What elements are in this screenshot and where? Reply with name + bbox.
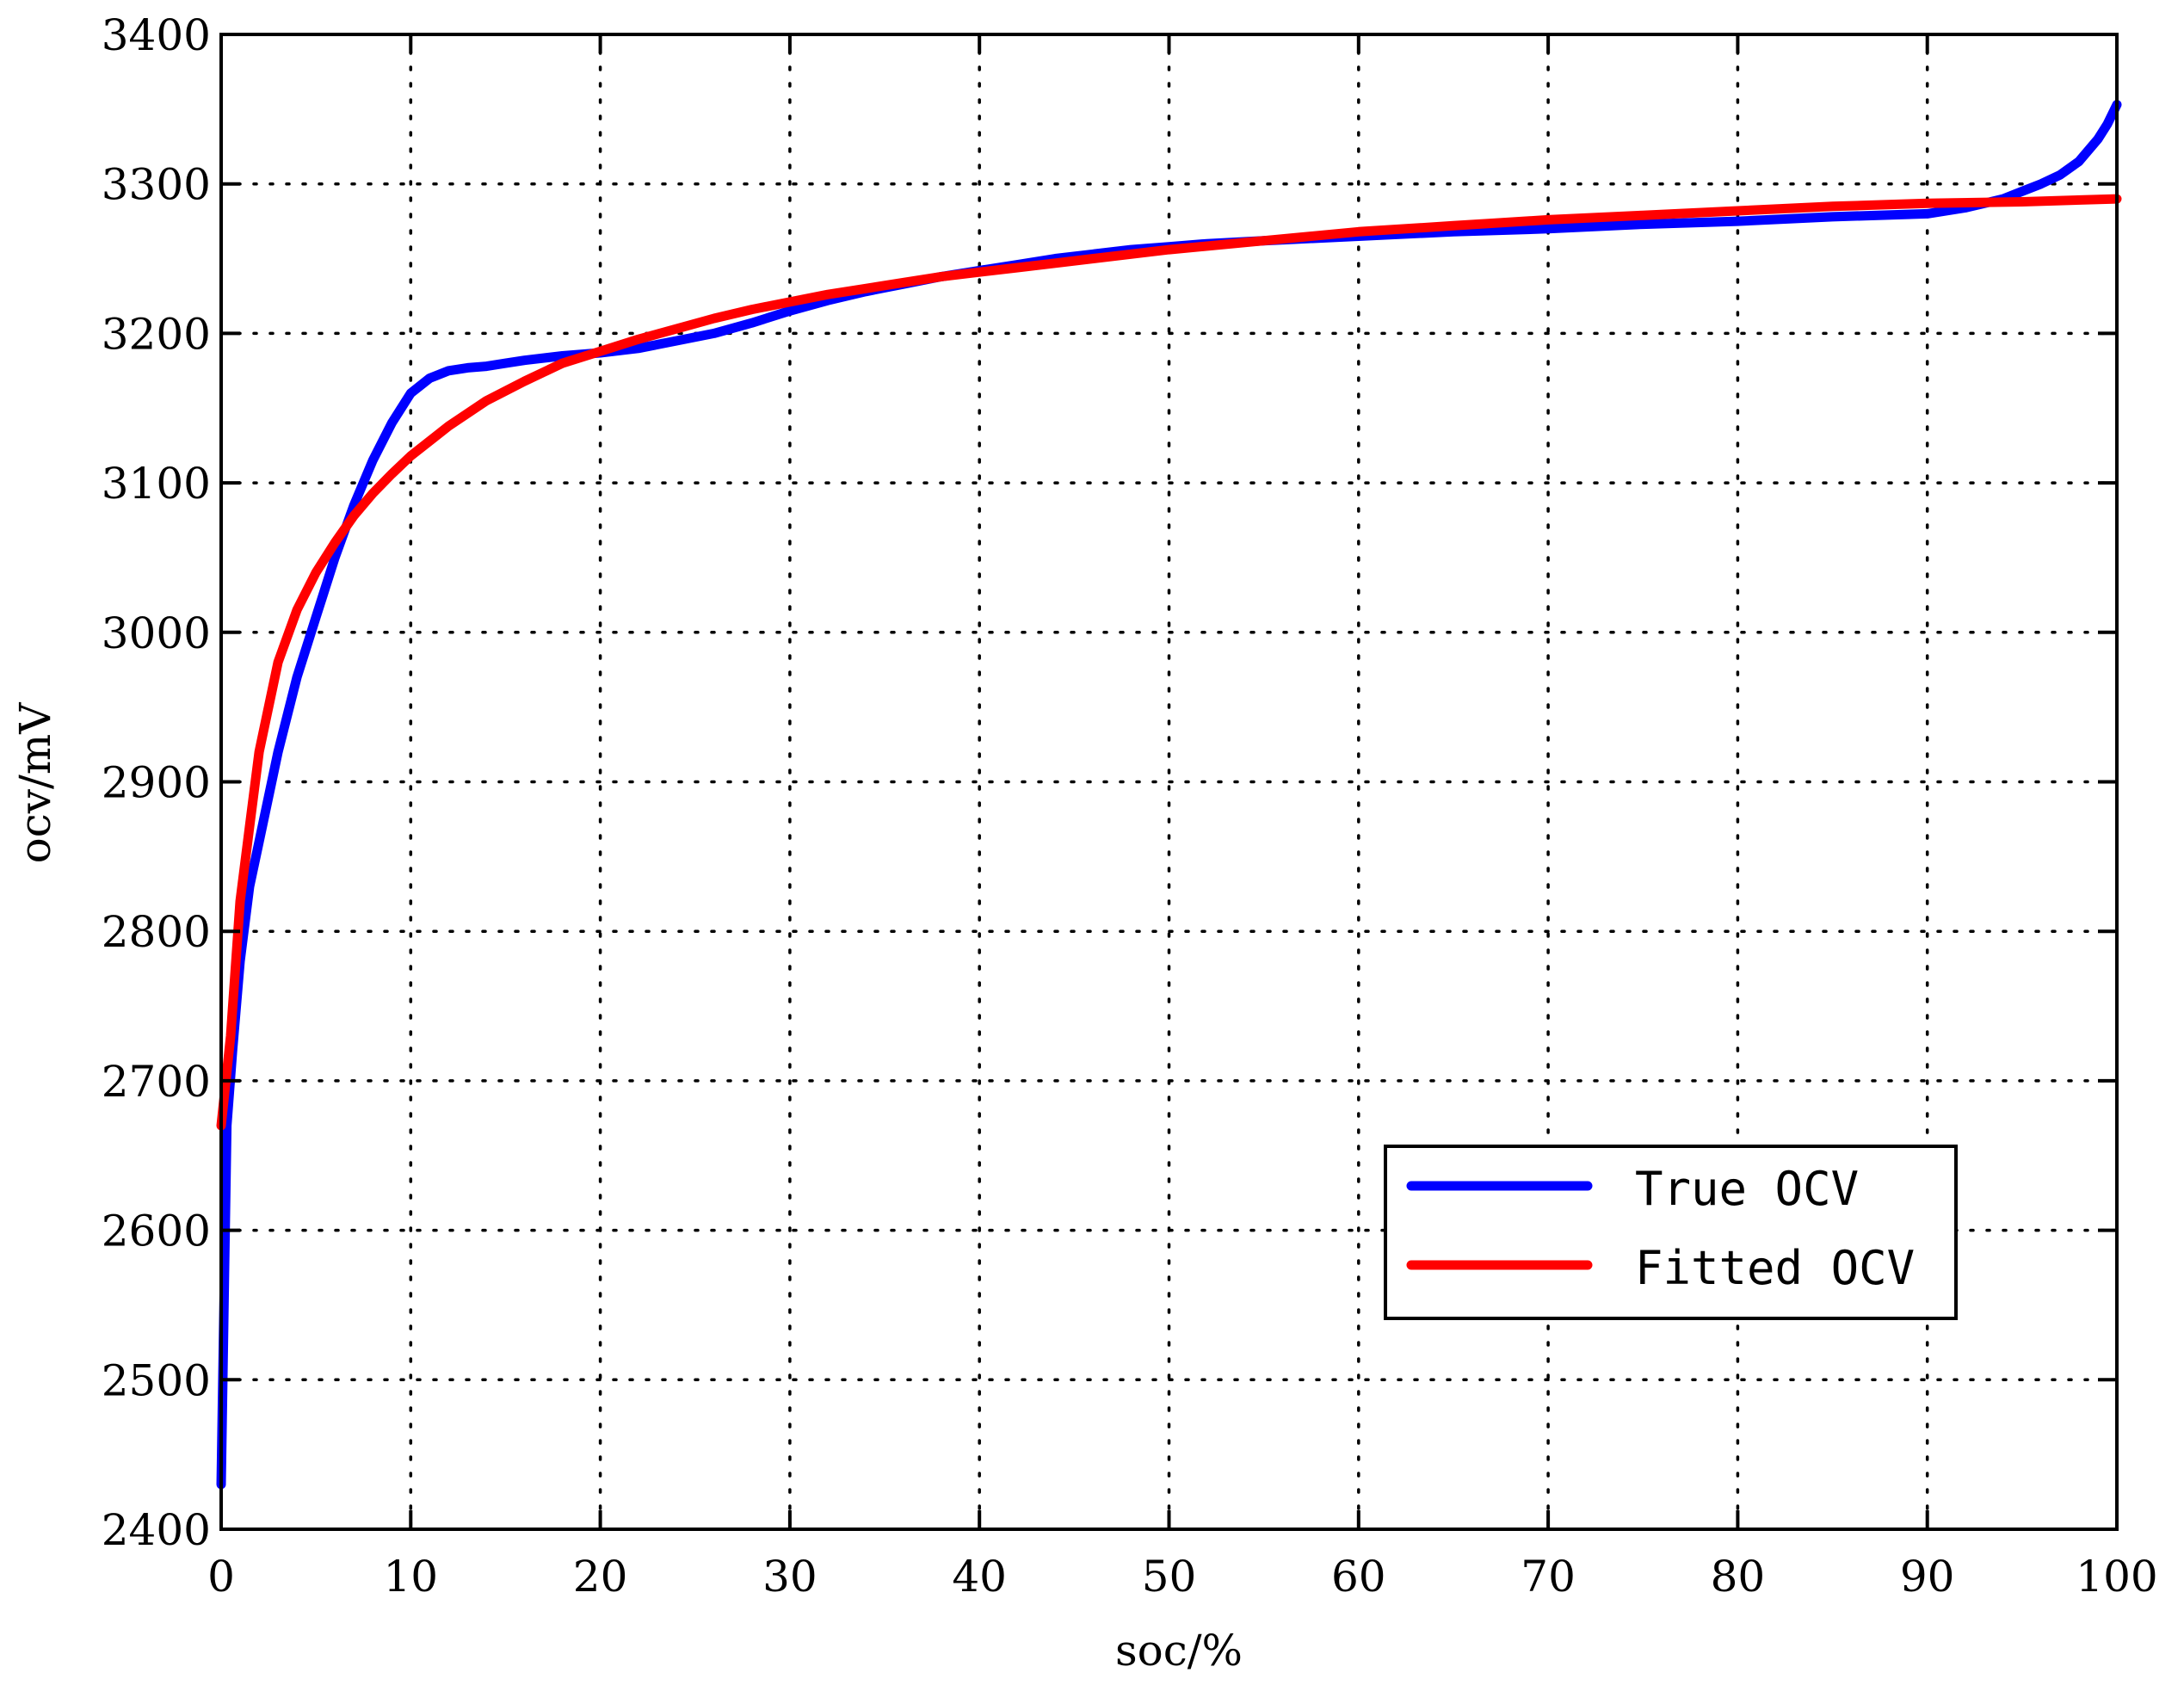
series-group	[216, 100, 2122, 1490]
y-tick-label: 2600	[102, 1207, 211, 1256]
y-tick-label: 3100	[102, 459, 211, 509]
y-tick-label: 2800	[102, 907, 211, 957]
legend-box	[1384, 1145, 1958, 1320]
y-tick-label: 3200	[102, 309, 211, 359]
legend: True OCV Fitted OCV	[1384, 1145, 1958, 1320]
y-tick-label: 2500	[102, 1355, 211, 1405]
legend-label-true-ocv: True OCV	[1635, 1162, 1859, 1216]
y-tick-label: 2900	[102, 758, 211, 808]
tick-labels: 0 10 20 30 40 50 60 70 80 90 100 2400 2500 2600 2700 28…	[102, 10, 2158, 1602]
axis-ticks	[219, 33, 2119, 1531]
x-tick-label: 90	[1900, 1552, 1955, 1602]
x-axis-label: soc/%	[1115, 1626, 1243, 1676]
grid-lines	[219, 33, 2119, 1531]
y-tick-label: 2700	[102, 1057, 211, 1107]
x-tick-label: 80	[1711, 1552, 1766, 1602]
y-axis-label: ocv/mV	[10, 702, 60, 864]
x-tick-label: 100	[2076, 1552, 2157, 1602]
x-tick-label: 30	[762, 1552, 817, 1602]
x-tick-label: 0	[207, 1552, 235, 1602]
series-line-true-ocv	[216, 100, 2122, 1490]
x-tick-label: 20	[573, 1552, 628, 1602]
x-tick-label: 60	[1331, 1552, 1386, 1602]
y-tick-label: 2400	[102, 1505, 211, 1555]
y-tick-label: 3300	[102, 160, 211, 210]
y-tick-label: 3400	[102, 10, 211, 60]
y-tick-label: 3000	[102, 608, 211, 658]
series-line-fitted-ocv	[216, 194, 2122, 1131]
x-tick-label: 10	[383, 1552, 438, 1602]
x-tick-label: 40	[952, 1552, 1007, 1602]
x-tick-label: 50	[1142, 1552, 1197, 1602]
x-tick-label: 70	[1521, 1552, 1576, 1602]
legend-label-fitted-ocv: Fitted OCV	[1635, 1241, 1915, 1295]
